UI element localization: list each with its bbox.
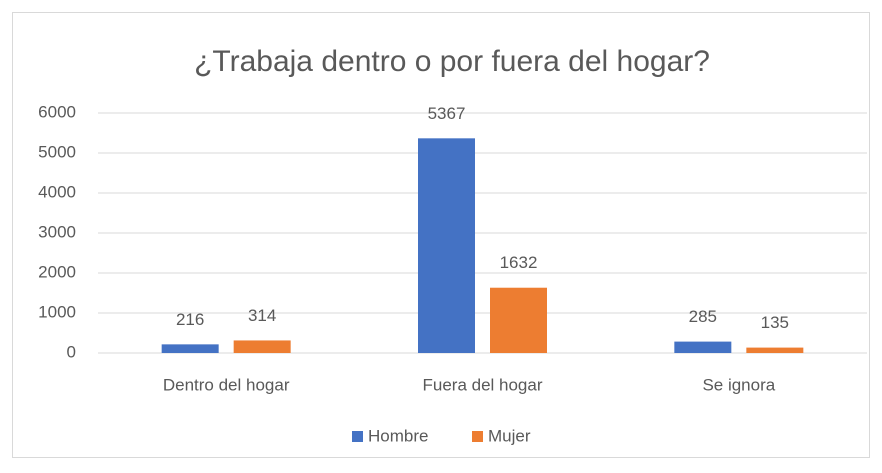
- bar: [418, 138, 475, 353]
- y-tick-label: 1000: [38, 302, 76, 321]
- data-label: 1632: [500, 253, 538, 272]
- data-label: 285: [689, 307, 717, 326]
- legend-swatch: [472, 431, 483, 442]
- data-label: 5367: [428, 104, 466, 123]
- bar: [161, 344, 219, 353]
- x-tick-label: Dentro del hogar: [163, 375, 290, 394]
- chart-title: ¿Trabaja dentro o por fuera del hogar?: [194, 45, 710, 78]
- bar: [233, 340, 291, 353]
- legend-label: Hombre: [368, 426, 428, 445]
- y-tick-label: 5000: [38, 142, 76, 161]
- x-tick-label: Se ignora: [702, 375, 775, 394]
- data-label: 216: [176, 310, 204, 329]
- bar: [674, 341, 732, 353]
- x-tick-label: Fuera del hogar: [422, 375, 542, 394]
- data-label: 135: [761, 313, 789, 332]
- data-label: 314: [248, 306, 276, 325]
- y-tick-label: 4000: [38, 182, 76, 201]
- y-tick-label: 3000: [38, 222, 76, 241]
- y-tick-label: 0: [67, 342, 76, 361]
- legend-label: Mujer: [488, 426, 531, 445]
- y-tick-label: 6000: [38, 102, 76, 121]
- bar: [746, 347, 804, 353]
- legend-swatch: [352, 431, 363, 442]
- y-tick-label: 2000: [38, 262, 76, 281]
- bar: [490, 287, 547, 353]
